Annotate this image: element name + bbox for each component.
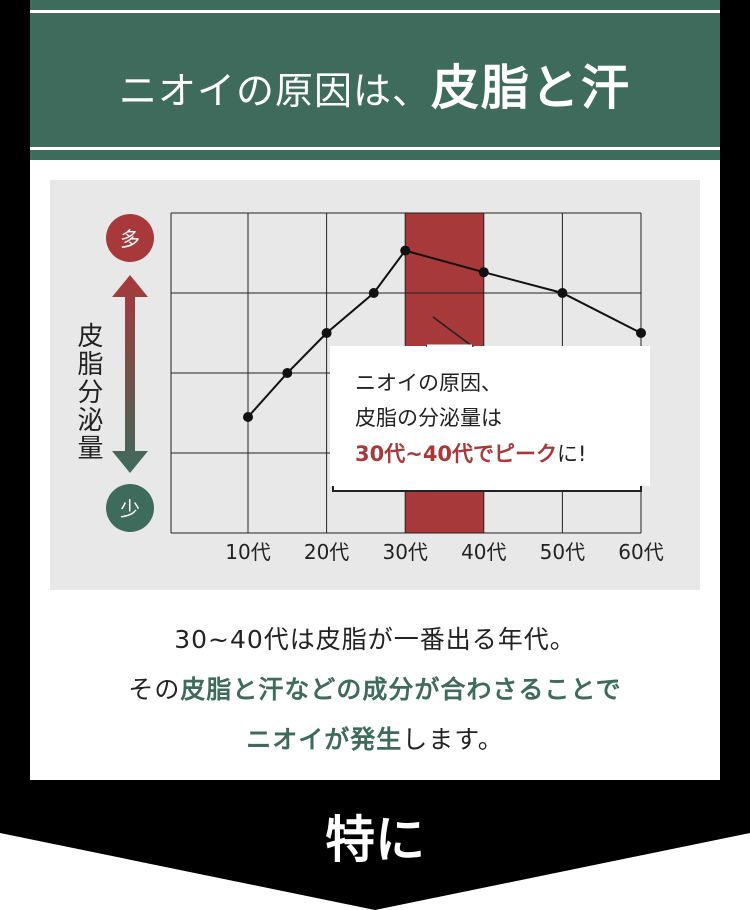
desc-text: します。 [402,725,504,754]
x-tick-label: 20代 [304,540,349,564]
description: 30~40代は皮脂が一番出る年代。 その皮脂と汗などの成分が合わさることで ニオ… [30,615,720,765]
title-plain: ニオイの原因は、 [118,69,431,113]
x-tick-label: 50代 [540,540,585,564]
callout-line1: ニオイの原因、 [355,371,502,395]
header-top-line [30,10,720,13]
high-badge [106,214,154,262]
header-bottom-line [30,147,720,150]
y-axis-label: 皮脂分泌量 [73,322,103,462]
callout-end-text: に! [557,442,586,466]
page-title: ニオイの原因は、皮脂と汗 [30,48,720,118]
desc-highlight: ニオイが発生 [246,725,403,754]
data-point [557,288,568,298]
desc-highlight: 皮脂と汗などの成分が合わさることで [180,675,622,704]
x-tick-label: 30代 [382,540,427,564]
data-point [368,288,379,298]
series-line [247,249,642,418]
callout-line3: 30代~40代でピークに! [355,442,586,466]
footer-label: 特に [325,811,425,869]
data-point [478,267,489,278]
x-tick-label: 10代 [225,540,270,564]
data-point [636,328,646,338]
low-label: 少 [120,497,140,521]
data-point [282,368,293,378]
data-point [400,245,411,256]
data-point [243,412,253,422]
callout: ニオイの原因、 皮脂の分泌量は 30代~40代でピークに! [330,316,650,492]
double-arrow-icon [112,275,148,473]
callout-line2: 皮脂の分泌量は [355,406,502,430]
title-bold: 皮脂と汗 [431,60,632,116]
description-line3: ニオイが発生します。 [30,715,720,765]
description-line1: 30~40代は皮脂が一番出る年代。 [174,625,576,654]
header-banner: ニオイの原因は、皮脂と汗 [30,0,720,160]
x-tick-label: 40代 [461,540,506,564]
low-badge [106,484,154,532]
high-label: 多 [120,227,140,251]
x-tick-label: 60代 [618,540,663,564]
desc-text: その [128,675,181,704]
data-point [321,328,332,338]
callout-peak-text: 30代~40代でピーク [355,442,557,466]
description-line2: その皮脂と汗などの成分が合わさることで [30,665,720,715]
